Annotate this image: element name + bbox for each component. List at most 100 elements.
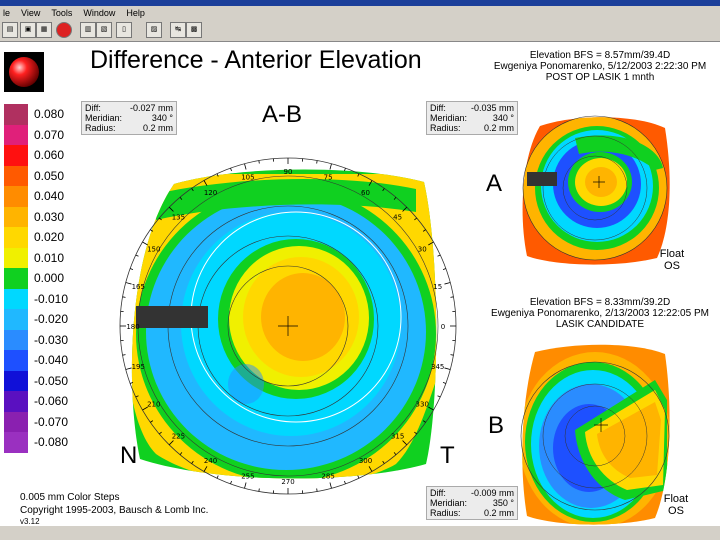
- sync-icon[interactable]: ↹: [170, 22, 186, 38]
- angle-tick: [168, 206, 174, 212]
- angle-tick: [135, 395, 139, 398]
- angle-tick: [216, 475, 219, 479]
- exam-b-bfs: Elevation BFS = 8.33mm/39.2D: [529, 297, 671, 308]
- exam-b-elevation-map[interactable]: [515, 340, 675, 530]
- menu-file[interactable]: le: [3, 7, 11, 18]
- copyright: Copyright 1995-2003, Bausch & Lomb Inc.: [20, 505, 209, 516]
- menu-window[interactable]: Window: [83, 7, 116, 18]
- angle-tick: [191, 188, 194, 192]
- page-title: Difference - Anterior Elevation: [90, 46, 422, 74]
- angle-tick: [437, 395, 441, 398]
- angle-tick: [329, 163, 332, 170]
- angle-label: 45: [393, 213, 402, 221]
- meridian-key: Meridian:: [430, 498, 468, 508]
- angle-tick: [393, 452, 397, 455]
- radius-key: Radius:: [430, 508, 461, 518]
- menu-view[interactable]: View: [21, 7, 41, 18]
- meridian-value: 340 °: [492, 113, 514, 123]
- angle-tick: [150, 229, 154, 232]
- angle-tick: [428, 241, 434, 246]
- angle-tick: [402, 440, 408, 446]
- info-box-exam-b: Diff: -0.009 mm Meridian: 350 ° Radius: 0.2…: [426, 486, 518, 520]
- legend-row: -0.040: [4, 350, 70, 371]
- save-icon[interactable]: ▣: [20, 22, 36, 38]
- float-label: Float: [663, 493, 689, 505]
- angle-label: 105: [241, 173, 254, 181]
- legend-row: -0.030: [4, 329, 70, 350]
- angle-tick: [368, 180, 373, 186]
- legend-row: 0.040: [4, 186, 70, 207]
- angle-label: 345: [431, 363, 444, 371]
- map-label-a-minus-b: A-B: [262, 101, 303, 128]
- os-label: OS: [668, 505, 684, 517]
- angle-label: 0: [441, 323, 445, 331]
- legend-swatch: [4, 227, 28, 248]
- legend-row: 0.000: [4, 268, 70, 289]
- legend-value: 0.000: [34, 271, 65, 286]
- menu-help[interactable]: Help: [126, 7, 145, 18]
- angle-label: 180: [126, 323, 139, 331]
- exam-b-patient: Ewgeniya Ponomarenko, 2/13/2003 12:22:05…: [491, 308, 709, 319]
- compare-icon[interactable]: ▨: [146, 22, 162, 38]
- exam-b-note: LASIK CANDIDATE: [555, 319, 645, 330]
- angle-label: 315: [391, 433, 404, 441]
- angle-tick: [450, 354, 454, 356]
- map-label-b: B: [488, 412, 505, 439]
- meridian-value: 350 °: [492, 498, 514, 508]
- single-view-icon[interactable]: ▯: [116, 22, 132, 38]
- meridian-key: Meridian:: [85, 113, 123, 123]
- angle-tick: [442, 382, 447, 384]
- angle-tick: [168, 440, 174, 446]
- legend-row: 0.030: [4, 206, 70, 227]
- angle-label: 240: [204, 457, 217, 465]
- exam-a-elevation-map[interactable]: [515, 108, 675, 268]
- angle-tick: [258, 160, 260, 164]
- settings-icon[interactable]: ▩: [186, 22, 202, 38]
- angle-tick: [422, 420, 426, 423]
- legend-swatch: [4, 165, 28, 186]
- angle-tick: [203, 180, 208, 186]
- diff-value: -0.009 mm: [470, 488, 514, 498]
- legend-row: 0.010: [4, 247, 70, 268]
- angle-tick: [230, 167, 232, 172]
- angle-tick: [316, 160, 318, 164]
- grid-icon[interactable]: ▥: [80, 22, 96, 38]
- angle-tick: [316, 488, 318, 492]
- angle-label: 30: [418, 246, 427, 254]
- legend-swatch: [4, 186, 28, 207]
- angle-tick: [179, 452, 183, 455]
- legend-swatch: [4, 124, 28, 145]
- temporal-label: T: [440, 442, 455, 469]
- legend-value: 0.050: [34, 168, 65, 183]
- difference-elevation-map[interactable]: 9075604530150345330315300285270255240225…: [96, 134, 480, 518]
- legend-swatch: [4, 432, 28, 453]
- map-label-a: A: [486, 170, 503, 197]
- angle-tick: [414, 217, 417, 221]
- info-box-difference: Diff: -0.027 mm Meridian: 340 ° Radius: 0.2…: [81, 101, 177, 135]
- angle-tick: [344, 167, 346, 172]
- print-icon[interactable]: ▦: [36, 22, 52, 38]
- angle-tick: [125, 282, 132, 285]
- layout-icon[interactable]: ▧: [96, 22, 112, 38]
- menu-tools[interactable]: Tools: [51, 7, 73, 18]
- legend-swatch: [4, 411, 28, 432]
- legend-value: -0.010: [34, 291, 69, 306]
- radius-key: Radius:: [85, 123, 116, 133]
- angle-tick: [159, 431, 162, 435]
- open-icon[interactable]: ▤: [2, 22, 18, 38]
- float-label: Float: [659, 248, 685, 260]
- stop-icon[interactable]: [56, 22, 72, 38]
- exam-a-note: POST OP LASIK 1 mnth: [545, 72, 655, 83]
- legend-swatch: [4, 268, 28, 289]
- legend-swatch: [4, 288, 28, 309]
- exam-a-header: Elevation BFS = 8.57mm/39.4D Ewgeniya Po…: [480, 50, 720, 83]
- angle-label: 330: [416, 401, 429, 409]
- angle-tick: [129, 382, 134, 384]
- angle-label: 165: [132, 283, 145, 291]
- angle-tick: [216, 173, 219, 177]
- radius-value: 0.2 mm: [483, 508, 514, 518]
- diff-key: Diff:: [430, 103, 446, 113]
- orbscan-logo-icon: [4, 52, 44, 92]
- angle-tick: [382, 460, 385, 464]
- legend-swatch: [4, 329, 28, 350]
